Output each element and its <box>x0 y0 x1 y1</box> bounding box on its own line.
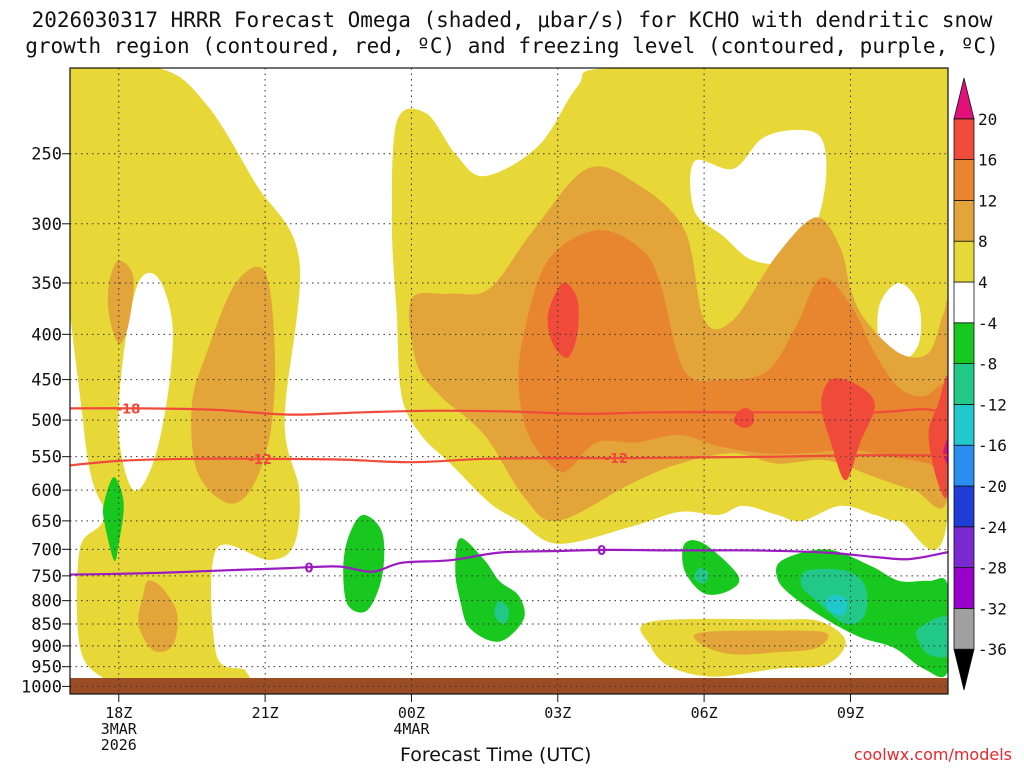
colorbar-swatch-2 <box>953 567 975 609</box>
colorbar-label-1: -32 <box>978 599 1007 618</box>
y-tick-label-800: 800 <box>31 592 62 612</box>
y-tick-label-400: 400 <box>31 325 62 345</box>
x-tick-label-18Z-1: 3MAR <box>101 720 138 738</box>
omega-region-teal-blob-2 <box>916 616 948 658</box>
colorbar-swatch-0 <box>953 648 975 691</box>
colorbar-swatch-6 <box>953 403 975 446</box>
x-tick-label-09Z-0: 09Z <box>837 704 864 722</box>
colorbar-label-3: -24 <box>978 518 1007 537</box>
colorbar-label-2: -28 <box>978 559 1007 578</box>
y-tick-label-250: 250 <box>31 145 62 165</box>
colorbar-swatch-3 <box>953 526 975 568</box>
contour-label-freezing-level-0: 0 <box>304 561 313 576</box>
colorbar-swatch-14 <box>953 77 975 120</box>
y-tick-label-550: 550 <box>31 448 62 468</box>
colorbar-swatch-7 <box>953 363 975 405</box>
x-tick-label-21Z-0: 21Z <box>252 704 279 722</box>
omega-region-red-blob-4 <box>928 376 948 499</box>
y-tick-label-750: 750 <box>31 567 62 587</box>
x-tick-label-00Z-0: 00Z <box>398 704 425 722</box>
y-tick-label-500: 500 <box>31 411 62 431</box>
colorbar-swatch-13 <box>953 118 975 161</box>
omega-region-yellow-main-hole-1 <box>690 130 827 265</box>
omega-region-orange-left-bottom-blob <box>137 580 178 652</box>
omega-region-orange-left-blob-2 <box>191 266 276 504</box>
colorbar-swatch-10 <box>953 240 975 283</box>
omega-region-red-blob-1 <box>547 282 579 358</box>
contour-minus-12-isotherm <box>70 454 948 467</box>
omega-region-green-blob-2 <box>343 514 385 613</box>
colorbar-label-4: -20 <box>978 477 1007 496</box>
colorbar-swatch-4 <box>953 485 975 528</box>
x-tick-label-06Z-0: 06Z <box>691 704 718 722</box>
omega-region-teal-blob-3 <box>494 600 510 624</box>
colorbar-swatch-1 <box>953 608 975 650</box>
colorbar-swatch-11 <box>953 199 975 242</box>
y-tick-label-900: 900 <box>31 637 62 657</box>
omega-region-orange-lower-blob <box>693 630 829 655</box>
contour-label-minus-18-isotherm-0: -18 <box>117 402 141 417</box>
colorbar-label-10: 8 <box>978 232 988 251</box>
y-tick-label-350: 350 <box>31 274 62 294</box>
x-tick-label-00Z-1: 4MAR <box>393 720 430 738</box>
y-tick-label-950: 950 <box>31 658 62 678</box>
omega-region-green-blob-4 <box>682 540 740 595</box>
omega-region-yellow-left-column <box>70 68 300 694</box>
contour-label-freezing-level-1: 0 <box>597 544 606 559</box>
contour-freezing-level <box>70 548 948 576</box>
colorbar-label-11: 12 <box>978 191 997 210</box>
y-tick-label-1000: 1000 <box>21 677 62 697</box>
plot-frame <box>69 67 949 695</box>
chart-title-line2: growth region (contoured, red, ºC) and f… <box>25 34 999 58</box>
colorbar-label-5: -16 <box>978 436 1007 455</box>
colorbar-swatch-5 <box>953 444 975 487</box>
colorbar-label-7: -8 <box>978 355 997 374</box>
colorbar-label-13: 20 <box>978 110 997 129</box>
y-tick-label-650: 650 <box>31 512 62 532</box>
x-tick-label-18Z-2: 2026 <box>101 736 137 754</box>
omega-region-yellow-left-hole <box>118 272 173 491</box>
chart-title-line1: 2026030317 HRRR Forecast Omega (shaded, … <box>31 8 993 32</box>
omega-region-orange-small-blob <box>548 470 564 491</box>
y-tick-label-850: 850 <box>31 615 62 635</box>
contour-label-minus-12-isotherm-1: -12 <box>605 452 629 467</box>
omega-region-teal-blob-4 <box>694 567 710 584</box>
credit-text[interactable]: coolwx.com/models <box>853 745 1012 764</box>
colorbar-swatch-12 <box>953 159 975 201</box>
y-tick-label-600: 600 <box>31 481 62 501</box>
omega-region-cyan-blob <box>825 595 848 616</box>
colorbar-label-9: 4 <box>978 273 988 292</box>
y-tick-label-300: 300 <box>31 215 62 235</box>
colorbar-swatch-9 <box>953 281 975 324</box>
omega-region-orange-left-blob-1 <box>107 260 134 344</box>
colorbar-label-0: -36 <box>978 640 1007 659</box>
colorbar-swatch-8 <box>953 322 975 364</box>
omega-region-yellow-main-hole-2 <box>877 283 922 363</box>
contour-label-minus-12-isotherm-0: -12 <box>248 453 272 468</box>
y-tick-label-450: 450 <box>31 371 62 391</box>
colorbar-label-6: -12 <box>978 395 1007 414</box>
colorbar-label-12: 16 <box>978 151 997 170</box>
x-tick-label-03Z-0: 03Z <box>544 704 571 722</box>
x-tick-label-18Z-0: 18Z <box>105 704 132 722</box>
ground-surface <box>70 678 948 694</box>
y-tick-label-700: 700 <box>31 540 62 560</box>
x-axis-title: Forecast Time (UTC) <box>400 744 592 766</box>
omega-region-magenta-blob <box>943 438 948 465</box>
colorbar-label-8: -4 <box>978 314 997 333</box>
contour-minus-18-isotherm <box>70 407 948 416</box>
